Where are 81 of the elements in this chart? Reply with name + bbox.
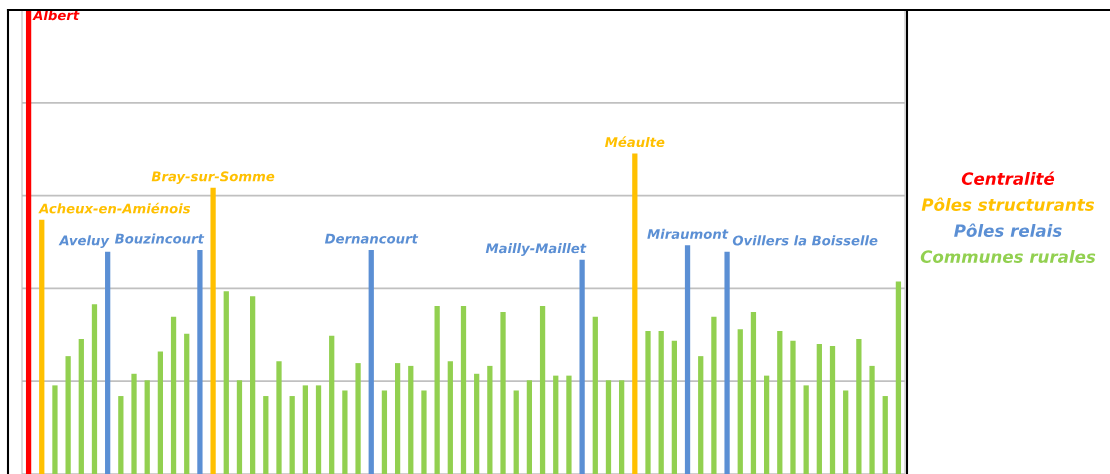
bar (539, 306, 546, 474)
bar (355, 363, 361, 474)
bar (342, 390, 348, 474)
bar (131, 373, 137, 474)
bar (843, 390, 849, 474)
bar (553, 375, 559, 474)
bar (856, 338, 862, 474)
bar (78, 338, 84, 474)
bar (447, 361, 453, 474)
bar (632, 153, 638, 474)
bar (763, 375, 770, 474)
bar (684, 245, 691, 474)
annotation: Aveluy (58, 235, 110, 249)
bar (157, 351, 164, 474)
bar (803, 385, 809, 474)
bar (315, 385, 322, 474)
bar (91, 304, 98, 474)
bar (170, 316, 177, 474)
annotation: Miraumont (647, 228, 729, 239)
bar (210, 187, 216, 474)
bar (105, 251, 111, 474)
bar (592, 316, 598, 474)
bar (39, 219, 45, 474)
bar (737, 329, 743, 474)
annotation: Albert (32, 10, 80, 21)
series-label: Communes rurales (920, 250, 1096, 263)
bar (790, 340, 796, 474)
bar (474, 373, 480, 474)
bar (829, 345, 836, 474)
bar (236, 380, 243, 474)
bar (434, 306, 440, 474)
annotation: Dernancourt (324, 233, 419, 244)
text: Pôles structurants (921, 197, 1095, 211)
bar (52, 385, 58, 474)
text: Pôles relais (954, 223, 1062, 237)
bar (302, 385, 308, 474)
bar (882, 396, 888, 474)
bar (276, 361, 282, 474)
bar (408, 365, 414, 474)
bar (777, 331, 783, 474)
bar (394, 363, 401, 474)
bar (223, 291, 229, 474)
bar (724, 251, 730, 474)
bar (460, 306, 467, 474)
bar (816, 344, 822, 474)
bar (645, 331, 651, 474)
bar (487, 365, 493, 474)
bar (750, 312, 757, 474)
bar (566, 375, 572, 474)
bar (65, 356, 71, 474)
bar (513, 390, 519, 474)
annotation: Bouzincourt (114, 233, 205, 244)
bar (869, 365, 875, 474)
annotation: Bray-sur-Somme (151, 171, 275, 184)
bar (250, 296, 256, 474)
bar (605, 380, 612, 474)
bar (184, 333, 190, 474)
annotation: Acheux-en-Amiénois (38, 202, 191, 214)
bar (25, 10, 32, 474)
bar (197, 249, 203, 474)
bar (368, 249, 374, 474)
bar (144, 380, 150, 474)
bar (579, 259, 585, 474)
bar (619, 380, 625, 474)
bar (263, 396, 269, 474)
bar (711, 316, 717, 474)
bar (329, 335, 335, 474)
bar (381, 390, 388, 474)
bar (526, 380, 533, 474)
annotation: Méaulte (605, 136, 665, 148)
bar (421, 390, 427, 474)
bar (118, 396, 124, 474)
bar (500, 312, 506, 474)
text: Centralité (961, 171, 1055, 185)
bar (698, 356, 704, 474)
bar (671, 340, 677, 474)
annotation: Mailly-Maillet (485, 243, 587, 256)
bar (289, 396, 295, 474)
annotation: Ovillers la Boisselle (732, 235, 878, 246)
bar (895, 281, 902, 474)
bar (658, 331, 664, 474)
